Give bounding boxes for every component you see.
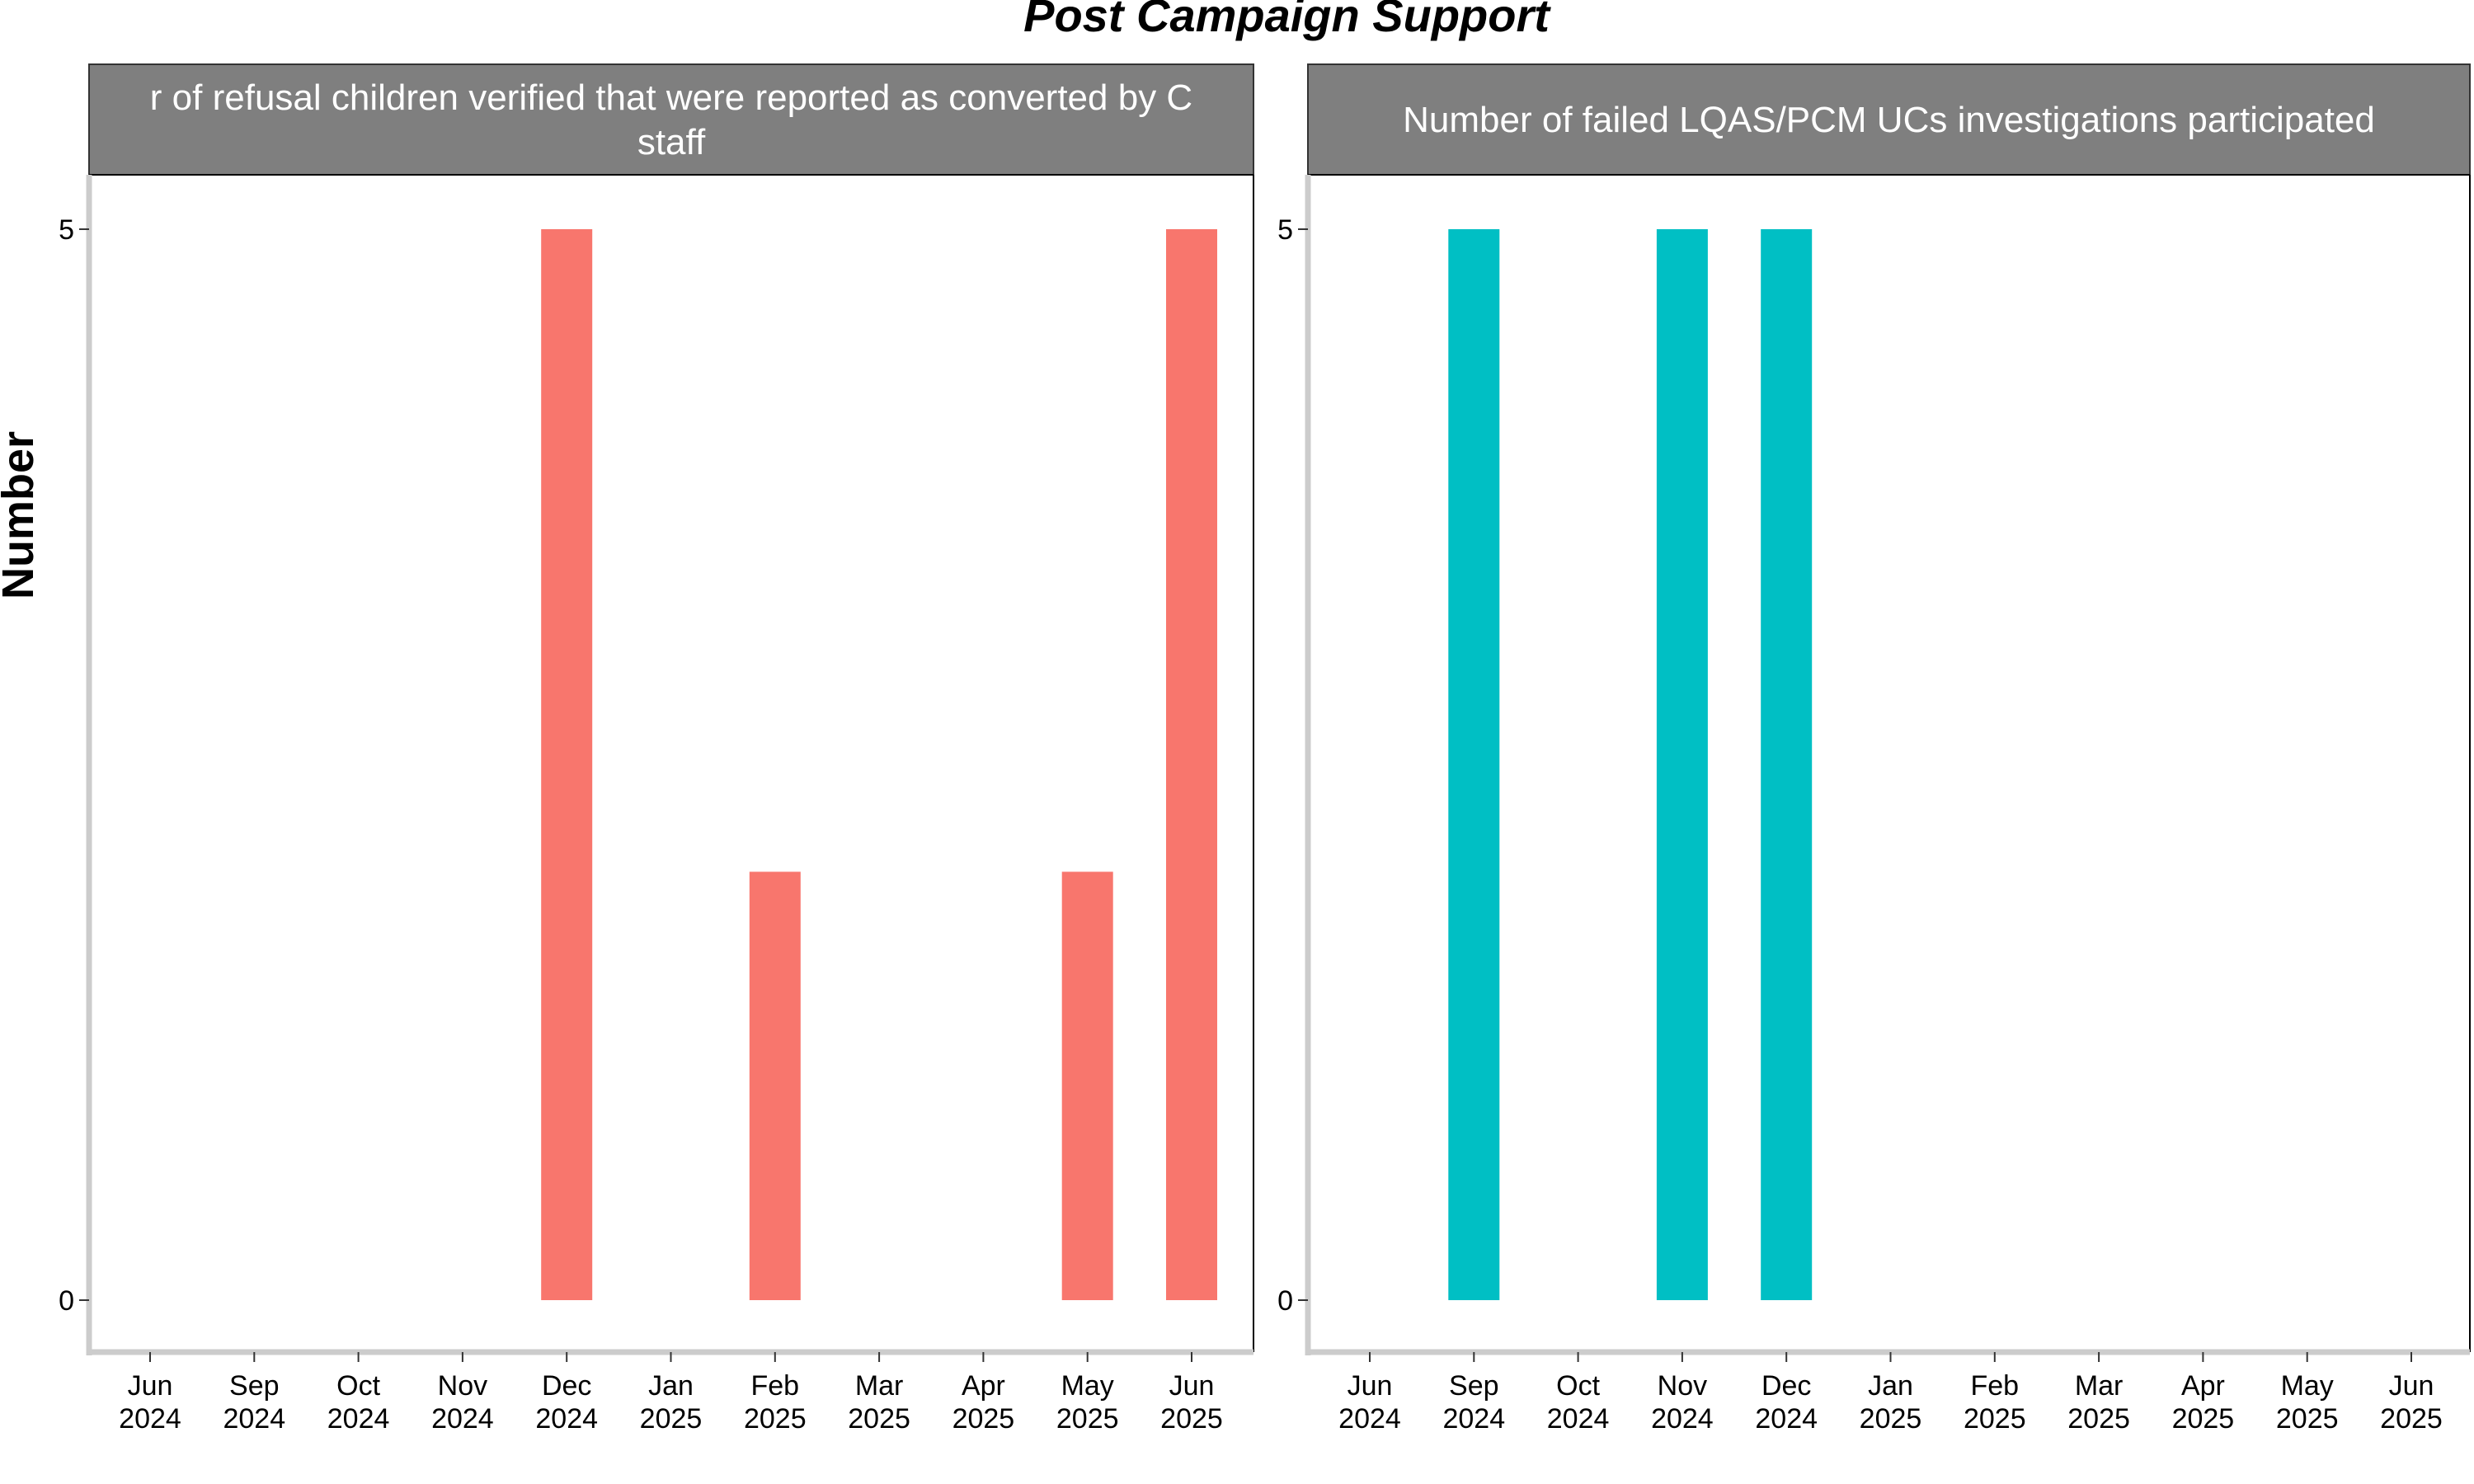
- x-tick-label-year: 2024: [1547, 1403, 1610, 1435]
- x-tick-label-year: 2025: [2067, 1403, 2130, 1435]
- y-axis-label: Number: [0, 431, 43, 599]
- x-tick-label-year: 2025: [744, 1403, 807, 1435]
- x-tick-label-month: Apr: [2181, 1370, 2225, 1402]
- x-tick-label-year: 2024: [327, 1403, 390, 1435]
- x-tick-label-month: Feb: [751, 1370, 800, 1402]
- x-tick-label-year: 2024: [535, 1403, 598, 1435]
- bar-dec-2024: [541, 229, 593, 1300]
- x-tick-label-year: 2024: [119, 1403, 181, 1435]
- x-tick-label-month: Jan: [648, 1370, 694, 1402]
- y-tick-label: 5: [1277, 214, 1293, 246]
- bar-may-2025: [1061, 871, 1113, 1300]
- x-tick-label-month: Sep: [229, 1370, 280, 1402]
- x-tick-label-year: 2025: [1964, 1403, 2026, 1435]
- x-tick-label-month: Jun: [128, 1370, 173, 1402]
- x-tick-label-year: 2024: [1651, 1403, 1714, 1435]
- x-tick-label-month: Nov: [438, 1370, 487, 1402]
- bar-nov-2024: [1656, 229, 1708, 1300]
- bar-feb-2025: [749, 871, 801, 1300]
- x-tick-label-month: Oct: [1556, 1370, 1600, 1402]
- x-tick-label-month: Nov: [1658, 1370, 1707, 1402]
- x-tick-label-month: Mar: [2075, 1370, 2124, 1402]
- facet-strip: [1307, 63, 2471, 176]
- x-tick-label-year: 2025: [2380, 1403, 2443, 1435]
- x-tick-label-month: Oct: [336, 1370, 380, 1402]
- x-tick-label-year: 2025: [1056, 1403, 1119, 1435]
- facet-strip-line: r of refusal children verified that were…: [150, 77, 1192, 118]
- panel-2: Number of failed LQAS/PCM UCs investigat…: [1277, 63, 2471, 1435]
- x-tick-label-year: 2024: [1338, 1403, 1401, 1435]
- x-tick-label-year: 2025: [1860, 1403, 1922, 1435]
- x-tick-label-month: May: [2281, 1370, 2334, 1402]
- y-tick-label: 0: [1277, 1285, 1293, 1317]
- bar-sep-2024: [1448, 229, 1500, 1300]
- chart-title: Post Campaign Support: [1023, 0, 1551, 41]
- x-tick-label-month: May: [1061, 1370, 1114, 1402]
- x-tick-label-year: 2025: [952, 1403, 1015, 1435]
- x-tick-label-year: 2024: [1755, 1403, 1818, 1435]
- panel-1: r of refusal children verified that were…: [59, 63, 1254, 1435]
- bar-dec-2024: [1761, 229, 1813, 1300]
- facet-strip-label: r of refusal children verified that were…: [150, 77, 1192, 162]
- x-tick-label-year: 2024: [431, 1403, 494, 1435]
- panels: r of refusal children verified that were…: [59, 63, 2471, 1435]
- bar-jun-2025: [1166, 229, 1217, 1300]
- y-tick-label: 0: [59, 1285, 74, 1317]
- x-tick-label-year: 2025: [2276, 1403, 2339, 1435]
- x-tick-label-month: Jan: [1868, 1370, 1913, 1402]
- x-tick-label-year: 2025: [640, 1403, 703, 1435]
- y-tick-label: 5: [59, 214, 74, 246]
- x-tick-label-month: Sep: [1449, 1370, 1499, 1402]
- x-tick-label-year: 2025: [2172, 1403, 2235, 1435]
- facet-strip-line: staff: [637, 122, 706, 162]
- x-tick-label-month: Feb: [1971, 1370, 2020, 1402]
- x-tick-label-month: Jun: [2389, 1370, 2434, 1402]
- x-tick-label-month: Jun: [1169, 1370, 1215, 1402]
- facet-strip-label: Number of failed LQAS/PCM UCs investigat…: [1403, 100, 2375, 140]
- x-tick-label-month: Dec: [1761, 1370, 1811, 1402]
- x-tick-label-year: 2025: [848, 1403, 910, 1435]
- x-tick-label-year: 2025: [1160, 1403, 1223, 1435]
- facet-strip: [88, 63, 1254, 176]
- x-tick-label-month: Jun: [1348, 1370, 1393, 1402]
- x-tick-label-month: Mar: [855, 1370, 904, 1402]
- facet-strip-line: Number of failed LQAS/PCM UCs investigat…: [1403, 100, 2375, 140]
- x-tick-label-year: 2024: [223, 1403, 285, 1435]
- x-tick-label-month: Dec: [542, 1370, 591, 1402]
- x-tick-label-month: Apr: [962, 1370, 1005, 1402]
- x-tick-label-year: 2024: [1442, 1403, 1505, 1435]
